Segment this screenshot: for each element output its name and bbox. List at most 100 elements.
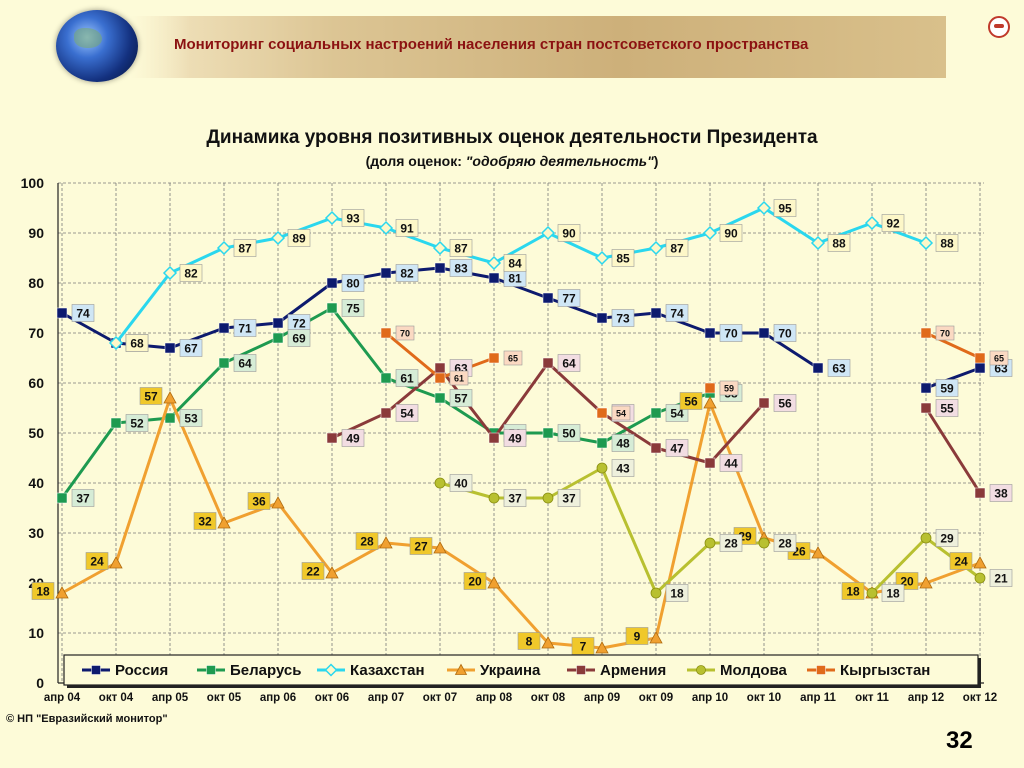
- data-label-box: [611, 405, 631, 421]
- data-point: [55, 586, 69, 599]
- data-label-box: [719, 534, 743, 552]
- data-label: 52: [130, 417, 144, 431]
- x-tick-label: окт 06: [315, 692, 349, 704]
- x-tick-label: окт 10: [747, 692, 781, 704]
- data-point: [271, 496, 285, 509]
- data-label-box: [949, 552, 973, 570]
- data-label-box: [233, 239, 257, 257]
- data-label: 47: [670, 442, 684, 456]
- x-tick-label: апр 07: [368, 692, 404, 704]
- data-label-box: [935, 325, 955, 341]
- data-label: 8: [526, 635, 533, 649]
- data-point: [434, 362, 446, 374]
- data-label: 87: [238, 242, 252, 256]
- data-label: 28: [778, 537, 792, 551]
- data-label-box: [125, 334, 149, 352]
- data-point: [704, 457, 716, 469]
- data-point: [110, 417, 122, 429]
- series-2: [108, 200, 934, 351]
- data-label-box: [665, 584, 689, 602]
- data-label: 44: [724, 457, 738, 471]
- x-tick-label: апр 06: [260, 692, 296, 704]
- data-label: 9: [634, 630, 641, 644]
- data-label: 18: [670, 587, 684, 601]
- y-tick-label: 40: [28, 475, 44, 491]
- x-tick-label: апр 11: [800, 692, 836, 704]
- legend-item-6: Кыргызстан: [807, 662, 930, 679]
- data-label-box: [341, 299, 365, 317]
- data-point: [218, 357, 230, 369]
- data-point: [540, 225, 556, 241]
- data-label: 21: [994, 572, 1008, 586]
- data-label: 88: [940, 237, 954, 251]
- data-label: 20: [468, 575, 482, 589]
- data-point: [704, 537, 716, 549]
- data-point: [56, 307, 68, 319]
- data-label: 65: [994, 354, 1004, 364]
- data-label: 32: [198, 515, 212, 529]
- series-6: [380, 327, 986, 419]
- data-point: [864, 215, 880, 231]
- data-point: [326, 432, 338, 444]
- data-label-box: [611, 459, 635, 477]
- data-label-box: [719, 380, 739, 396]
- data-label: 18: [846, 585, 860, 599]
- data-label: 90: [562, 227, 576, 241]
- data-label: 84: [508, 257, 522, 271]
- data-label: 85: [616, 252, 630, 266]
- data-point: [758, 327, 770, 339]
- data-label: 70: [778, 327, 792, 341]
- data-label: 54: [670, 407, 684, 421]
- series-labels-5: 40 37 37 43 18 28 28 18 29 21: [449, 459, 1013, 602]
- data-point: [380, 372, 392, 384]
- legend-item-2: Казахстан: [317, 662, 425, 679]
- chart-title: Динамика уровня позитивных оценок деятел…: [206, 127, 818, 148]
- data-label-box: [881, 214, 905, 232]
- data-label: 28: [724, 537, 738, 551]
- data-point: [56, 492, 68, 504]
- globe-icon: [56, 10, 138, 82]
- data-point: [542, 357, 554, 369]
- data-point: [486, 255, 502, 271]
- x-tick-label: окт 07: [423, 692, 457, 704]
- data-label-box: [233, 319, 257, 337]
- data-point: [216, 240, 232, 256]
- data-point: [326, 277, 338, 289]
- data-point: [704, 382, 716, 394]
- data-point: [594, 250, 610, 266]
- legend-item-5: Молдова: [687, 662, 788, 679]
- data-label: 57: [454, 392, 468, 406]
- data-label: 71: [238, 322, 252, 336]
- legend-item-0: Россия: [82, 662, 168, 679]
- chart-subtitle: (доля оценок: "одобряю деятельность"): [0, 153, 1024, 169]
- x-tick-label: окт 08: [531, 692, 566, 704]
- data-label-box: [355, 532, 379, 550]
- data-label-box: [503, 429, 527, 447]
- data-label: 36: [252, 495, 266, 509]
- data-label: 72: [292, 317, 306, 331]
- data-label: 24: [954, 555, 968, 569]
- legend-item-1: Беларусь: [197, 662, 302, 679]
- data-label-box: [287, 229, 311, 247]
- data-point: [542, 427, 554, 439]
- x-tick-label: апр 09: [584, 692, 620, 704]
- y-tick-label: 10: [28, 625, 44, 641]
- data-label: 7: [580, 640, 587, 654]
- data-point: [920, 327, 932, 339]
- data-point: [649, 631, 663, 644]
- x-tick-label: апр 05: [152, 692, 189, 704]
- data-label-box: [719, 454, 743, 472]
- y-tick-label: 90: [28, 225, 44, 241]
- data-label: 18: [886, 587, 900, 601]
- data-label-box: [341, 274, 365, 292]
- data-label-box: [31, 582, 55, 600]
- data-point: [270, 230, 286, 246]
- data-label-box: [989, 569, 1013, 587]
- data-point: [595, 641, 609, 654]
- data-point: [696, 665, 706, 675]
- data-point: [756, 200, 772, 216]
- data-point: [324, 663, 338, 677]
- x-tick-label: окт 05: [207, 692, 242, 704]
- data-label: 61: [454, 374, 464, 384]
- data-label-box: [193, 512, 217, 530]
